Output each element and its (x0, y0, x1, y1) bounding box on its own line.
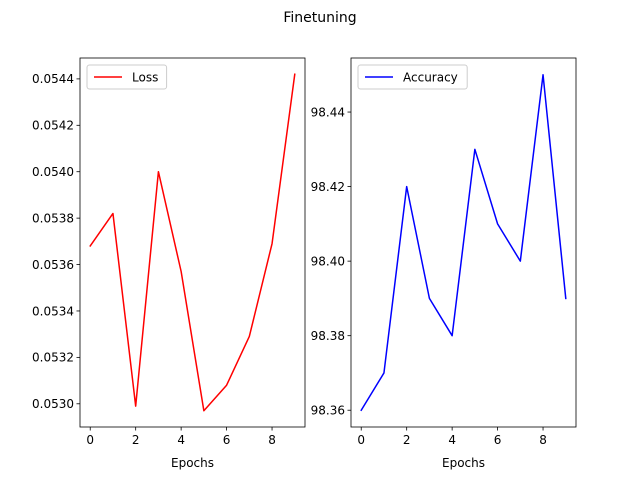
axes-frame (79, 57, 306, 428)
axes-frame (350, 57, 577, 428)
subplots: 0 2 4 6 8 0.0530 0.0532 0.0534 0.0536 0.0538 0.054… (32, 57, 577, 470)
y-tick-label: 0.0532 (32, 351, 74, 365)
x-tick-label: 6 (223, 433, 231, 447)
x-tick-label: 6 (494, 433, 502, 447)
legend-label-loss: Loss (132, 70, 158, 84)
y-tick-label: 98.44 (311, 105, 345, 119)
y-tick-label: 98.36 (311, 404, 345, 418)
x-tick-label: 2 (403, 433, 411, 447)
y-tick-label: 98.40 (311, 254, 345, 268)
x-tick-label: 0 (86, 433, 94, 447)
legend-box (86, 64, 168, 90)
x-axis-label: Epochs (171, 456, 214, 470)
y-tick-label: 0.0530 (32, 397, 74, 411)
series-line-accuracy (360, 74, 567, 412)
x-axis-label: Epochs (442, 456, 485, 470)
legend: Loss (86, 64, 168, 90)
y-tick-label: 0.0534 (32, 304, 74, 318)
y-tick-label: 98.42 (311, 180, 345, 194)
x-tick-label: 4 (448, 433, 456, 447)
y-tick-label: 0.0544 (32, 72, 74, 86)
y-tick-label: 0.0536 (32, 258, 74, 272)
legend: Accuracy (357, 64, 468, 90)
figure-title: Finetuning (283, 10, 356, 26)
y-tick-label: 0.0542 (32, 119, 74, 133)
x-tick-label: 2 (132, 433, 140, 447)
legend-box (357, 64, 468, 90)
series-line-loss (89, 73, 296, 412)
subplot-2: 0 2 4 6 8 98.36 98.38 98.40 98.42 98.44 Epochs Accu… (311, 57, 577, 470)
y-tick-label: 0.0540 (32, 165, 74, 179)
x-tick-label: 4 (177, 433, 185, 447)
y-tick-label: 0.0538 (32, 211, 74, 225)
x-tick-label: 8 (539, 433, 547, 447)
subplot-1: 0 2 4 6 8 0.0530 0.0532 0.0534 0.0536 0.0538 0.054… (32, 57, 306, 470)
y-tick-label: 98.38 (311, 329, 345, 343)
x-tick-label: 0 (357, 433, 365, 447)
legend-label-accuracy: Accuracy (403, 70, 458, 84)
x-tick-label: 8 (268, 433, 276, 447)
